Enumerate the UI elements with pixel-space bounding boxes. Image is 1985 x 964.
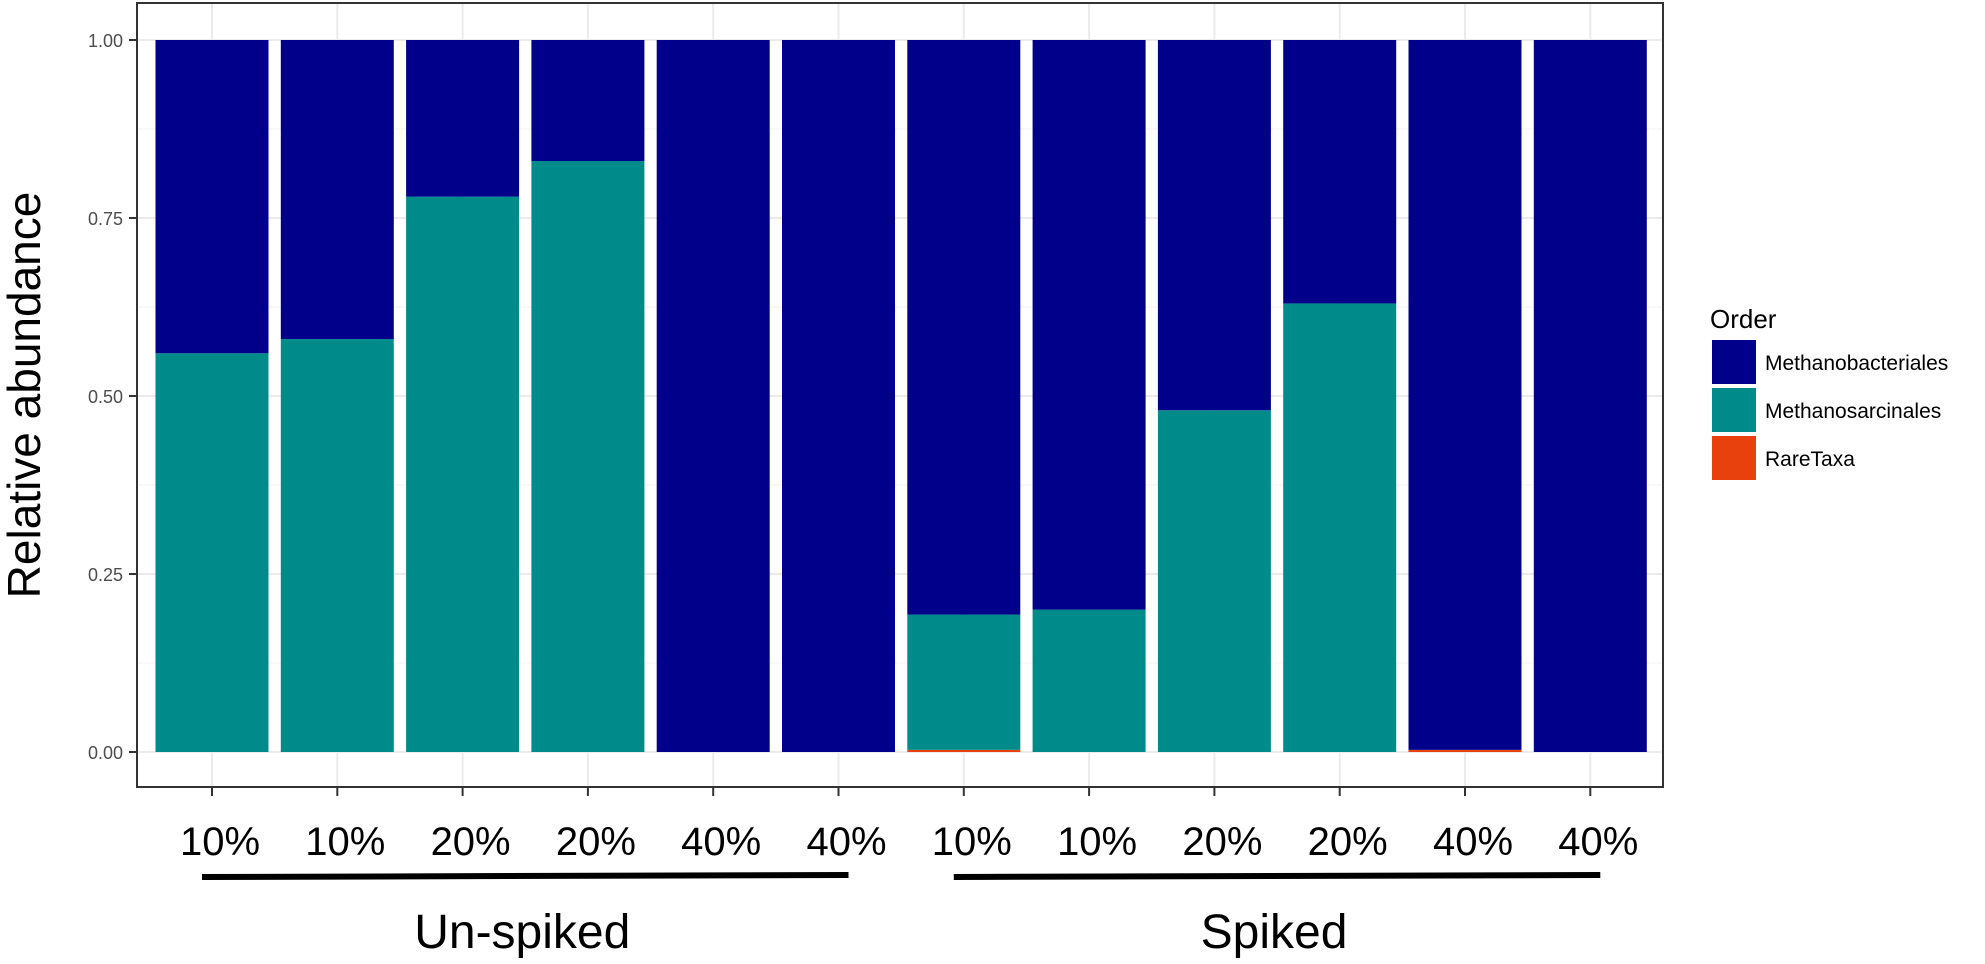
bar-segment-methanosarcinales <box>1032 609 1146 752</box>
x-tick-label: 40% <box>806 820 886 864</box>
x-tick-label: 10% <box>932 820 1012 864</box>
y-tick-label: 0.00 <box>88 743 123 763</box>
y-tick-label: 0.50 <box>88 387 123 407</box>
bar-segment-methanosarcinales <box>280 339 394 752</box>
legend-label: Methanobacteriales <box>1765 352 1948 375</box>
bars <box>155 40 1647 753</box>
legend-label: Methanosarcinales <box>1765 400 1941 423</box>
y-tick-label: 0.25 <box>88 565 123 585</box>
bar-segment-methanobacteriales <box>406 40 520 197</box>
y-axis: 0.00 0.25 0.50 0.75 1.00 <box>88 31 137 763</box>
legend-title: Order <box>1710 304 1777 334</box>
x-tick-label: 20% <box>556 820 636 864</box>
x-tick-label: 20% <box>1182 820 1262 864</box>
bar-segment-methanobacteriales <box>531 40 645 162</box>
x-tick-label: 20% <box>431 820 511 864</box>
bar-segment-methanobacteriales <box>782 40 895 752</box>
legend: Order Methanobacteriales Methanosarcinale… <box>1710 304 1948 480</box>
y-axis-label: Relative abundance <box>0 192 50 599</box>
bar-segment-methanobacteriales <box>1157 40 1271 411</box>
bar-segment-methanobacteriales <box>656 40 770 752</box>
bar-segment-methanosarcinales <box>406 196 520 752</box>
bar-segment-methanobacteriales <box>907 40 1021 615</box>
legend-key-methanobacteriales <box>1712 340 1756 384</box>
x-axis: 10% 10% 20% 20% 40% 40% 10% 10% 20% 20% 40% 40% <box>180 787 1638 864</box>
bar-segment-methanosarcinales <box>155 353 269 752</box>
bar-segment-methanobacteriales <box>1283 40 1397 304</box>
x-tick-label: 40% <box>1433 820 1513 864</box>
y-tick-label: 0.75 <box>88 209 123 229</box>
group-label: Un-spiked <box>414 906 630 959</box>
legend-key-raretaxa <box>1712 436 1756 480</box>
group-bracket-line <box>953 872 1601 880</box>
x-tick-label: 10% <box>305 820 385 864</box>
bar-segment-methanosarcinales <box>531 161 645 753</box>
x-tick-label: 20% <box>1308 820 1388 864</box>
bar-segment-methanosarcinales <box>1157 410 1271 752</box>
x-tick-label: 10% <box>180 820 260 864</box>
bar-segment-methanobacteriales <box>280 40 394 340</box>
group-bracket-line <box>201 872 849 880</box>
bar-segment-methanosarcinales <box>1283 303 1397 752</box>
bar-segment-raretaxa <box>1408 749 1522 752</box>
y-tick-label: 1.00 <box>88 31 123 51</box>
x-tick-label: 40% <box>1558 820 1638 864</box>
bar-segment-methanobacteriales <box>1408 40 1522 750</box>
bar-segment-methanosarcinales <box>907 614 1021 750</box>
legend-label: RareTaxa <box>1765 448 1855 471</box>
group-labels: Un-spiked Spiked <box>201 872 1601 959</box>
bar-segment-methanobacteriales <box>1032 40 1146 610</box>
x-tick-label: 10% <box>1057 820 1137 864</box>
bar-segment-raretaxa <box>907 749 1021 752</box>
x-tick-label: 40% <box>681 820 761 864</box>
bar-segment-methanobacteriales <box>155 40 269 354</box>
legend-key-methanosarcinales <box>1712 388 1756 432</box>
bar-segment-methanobacteriales <box>1533 40 1647 752</box>
group-label: Spiked <box>1201 906 1348 959</box>
